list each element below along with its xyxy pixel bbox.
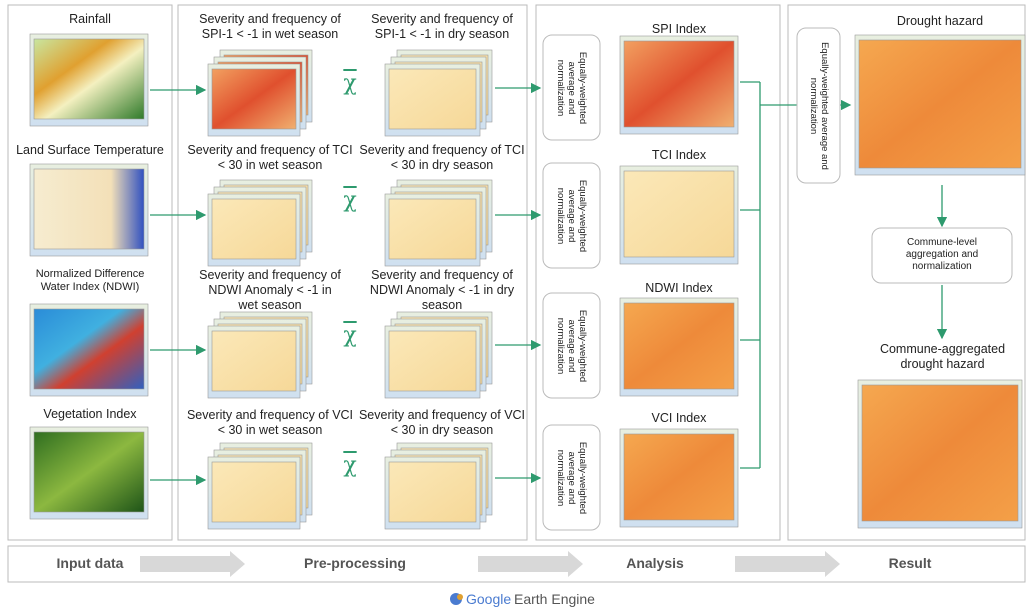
step-box	[871, 227, 1013, 284]
step-text: Equally-weighted average and normalizati…	[807, 41, 830, 170]
map-layer	[623, 40, 735, 128]
stage-label: Input data	[56, 555, 124, 571]
map-layer	[858, 39, 1022, 169]
wet-label: Severity and frequency of TCI < 30 in we…	[187, 143, 353, 172]
input-label: Vegetation Index	[43, 407, 137, 421]
stage-arrow	[478, 551, 583, 577]
map-layer	[861, 384, 1019, 522]
map-layer	[623, 302, 735, 390]
result-label: Drought hazard	[896, 14, 984, 28]
map-layer	[623, 170, 735, 258]
step-box	[796, 27, 841, 184]
stage-label: Result	[888, 555, 932, 571]
input-label: Normalized Difference Water Index (NDWI)	[35, 268, 145, 293]
map-layer	[388, 461, 477, 523]
operator: χ	[343, 453, 357, 478]
map-layer	[211, 68, 297, 130]
map-layer	[211, 198, 297, 260]
step-text: Equally-weighted average and normalizati…	[555, 309, 588, 382]
input-label: Rainfall	[69, 12, 111, 26]
index-label: VCI Index	[651, 411, 707, 425]
map-layer	[211, 461, 297, 523]
dry-label: Severity and frequency of SPI-1 < -1 in …	[371, 12, 513, 41]
operator: χ	[343, 71, 357, 96]
dry-label: Severity and frequency of TCI < 30 in dr…	[359, 143, 525, 172]
map-layer	[388, 330, 477, 392]
dry-label: Severity and frequency of VCI < 30 in dr…	[358, 408, 526, 437]
wet-label: Severity and frequency of SPI-1 < -1 in …	[199, 12, 341, 41]
operator: χ	[343, 188, 357, 213]
brand: Earth Engine	[514, 591, 595, 607]
map-layer	[33, 38, 145, 120]
index-label: TCI Index	[651, 148, 707, 162]
operator: χ	[343, 323, 357, 348]
result-label: Commune-aggregated drought hazard	[879, 342, 1006, 371]
stage-arrow	[140, 551, 245, 577]
step-box	[542, 34, 601, 141]
dry-label: Severity and frequency of NDWI Anomaly <…	[369, 268, 515, 312]
map-layer	[623, 433, 735, 521]
step-box	[542, 424, 601, 531]
index-label: SPI Index	[651, 22, 707, 36]
wet-label: Severity and frequency of NDWI Anomaly <…	[199, 268, 341, 312]
wet-label: Severity and frequency of VCI < 30 in we…	[186, 408, 354, 437]
step-text: Commune-level aggregation and normalizat…	[905, 237, 979, 272]
step-text: Equally-weighted average and normalizati…	[555, 441, 588, 514]
step-text: Equally-weighted average and normalizati…	[555, 51, 588, 124]
map-layer	[33, 168, 145, 250]
step-text: Equally-weighted average and normalizati…	[555, 179, 588, 252]
step-box	[542, 292, 601, 399]
map-layer	[388, 68, 477, 130]
stage-label: Analysis	[626, 555, 684, 571]
earth-engine-logo	[450, 593, 463, 605]
map-layer	[33, 431, 145, 513]
stage-label: Pre-processing	[304, 555, 406, 571]
input-label: Land Surface Temperature	[16, 143, 164, 157]
index-label: NDWI Index	[645, 281, 713, 295]
map-layer	[211, 330, 297, 392]
stage-arrow	[735, 551, 840, 577]
map-layer	[388, 198, 477, 260]
step-box	[542, 162, 601, 269]
map-layer	[33, 308, 145, 390]
arrow	[740, 81, 761, 469]
brand: Google	[466, 591, 512, 607]
